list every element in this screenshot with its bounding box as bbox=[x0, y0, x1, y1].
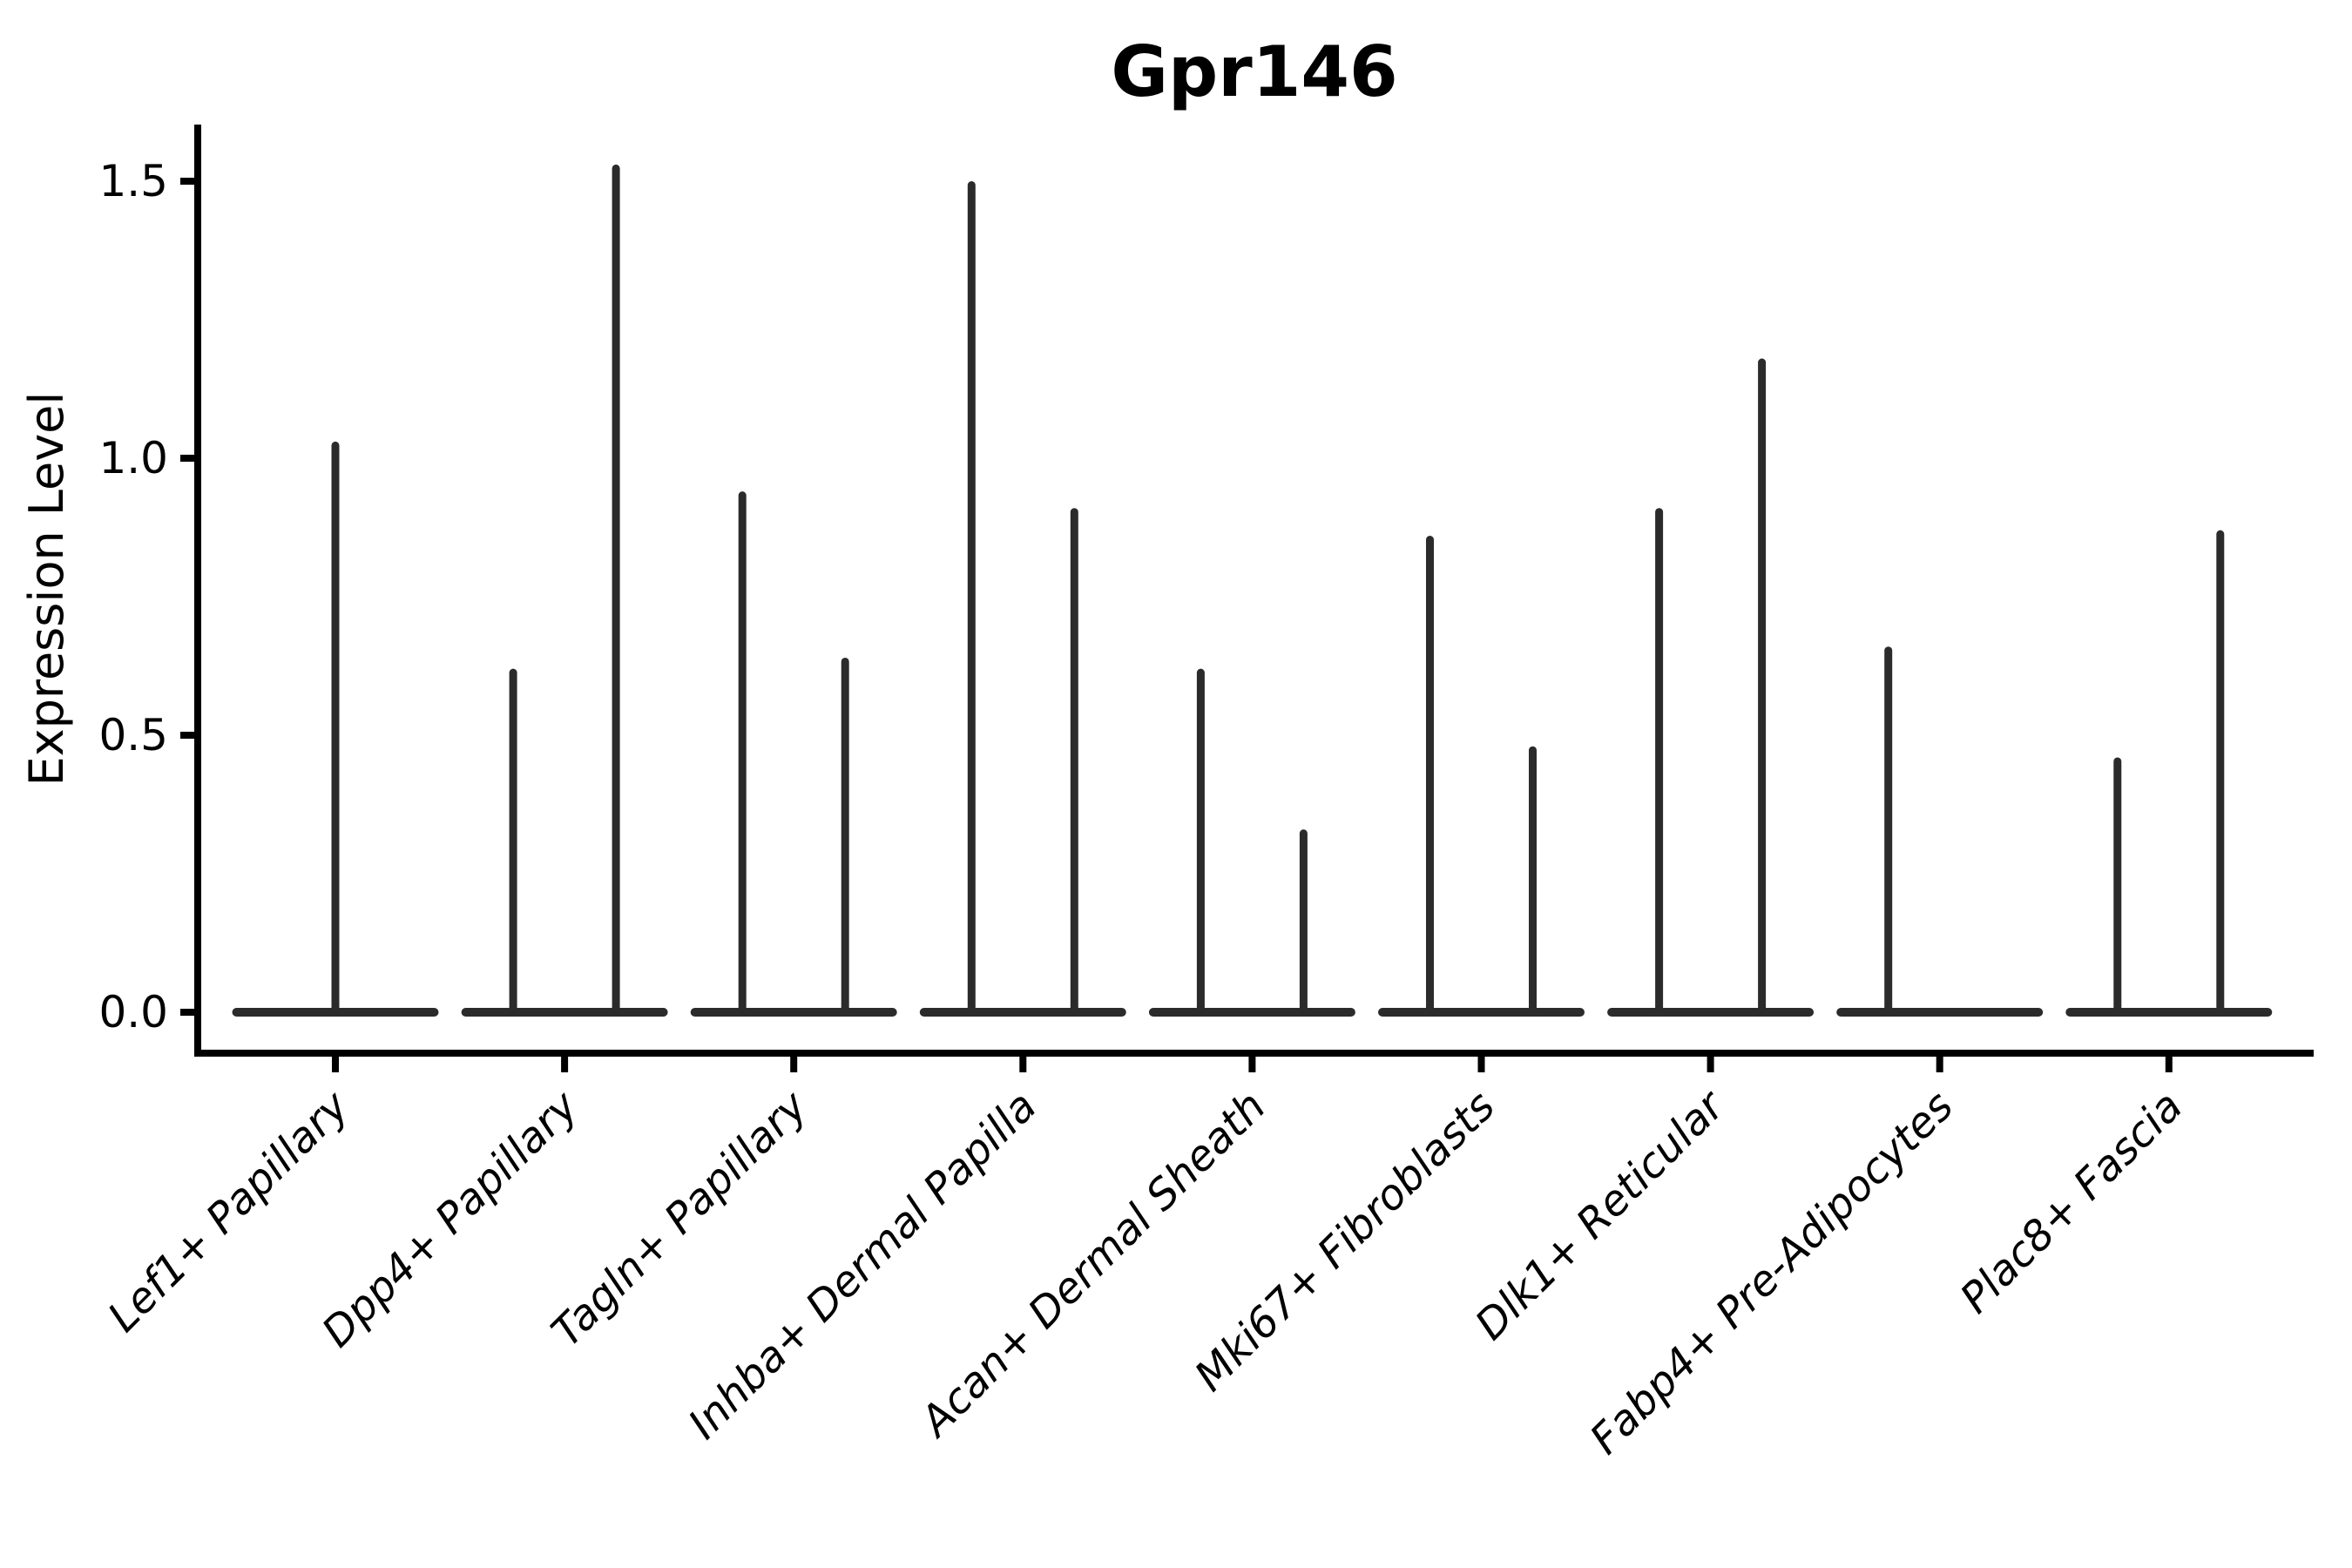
violin-spike bbox=[1196, 668, 1205, 1012]
y-tick-mark bbox=[180, 1009, 194, 1016]
x-tick-mark bbox=[561, 1057, 569, 1072]
x-tick-mark bbox=[790, 1057, 798, 1072]
violin-spike bbox=[2216, 530, 2225, 1012]
violin-base bbox=[919, 1008, 1126, 1017]
violin-spike bbox=[509, 668, 517, 1012]
x-tick-label: Dpp4+ Papillary bbox=[313, 1081, 588, 1356]
x-tick-mark bbox=[1936, 1057, 1943, 1072]
violin-base bbox=[1607, 1008, 1815, 1017]
x-tick-label: Dlk1+ Reticular bbox=[1466, 1080, 1736, 1350]
violin-spike bbox=[1655, 508, 1664, 1012]
violins-layer bbox=[232, 164, 2273, 1017]
violin-base bbox=[461, 1008, 668, 1017]
x-tick-label: Tagln+ Papillary bbox=[542, 1081, 817, 1356]
x-tick-label: Plac8+ Fascia bbox=[1951, 1082, 2193, 1323]
violin-base bbox=[1148, 1008, 1355, 1017]
violin-spike bbox=[1884, 646, 1893, 1012]
violin-spike bbox=[331, 441, 340, 1012]
violin-spike bbox=[1758, 358, 1767, 1012]
violin-spike bbox=[1299, 829, 1308, 1012]
x-tick-mark bbox=[1248, 1057, 1256, 1072]
x-tick-mark bbox=[1019, 1057, 1027, 1072]
y-tick-label: 0.5 bbox=[98, 710, 168, 760]
x-axis-spine bbox=[194, 1050, 2314, 1057]
violin-base bbox=[1378, 1008, 1585, 1017]
y-tick-mark bbox=[180, 178, 194, 185]
violin-base bbox=[2065, 1008, 2273, 1017]
y-tick-label: 1.5 bbox=[98, 156, 168, 206]
y-tick-label: 0.0 bbox=[98, 987, 168, 1037]
x-tick-mark bbox=[2165, 1057, 2173, 1072]
x-tick-label: Fabp4+ Pre-Adipocytes bbox=[1581, 1082, 1963, 1464]
violin-spike bbox=[612, 164, 620, 1013]
x-tick-label: Lef1+ Papillary bbox=[98, 1081, 359, 1342]
violin-spike bbox=[1426, 536, 1434, 1012]
violin-spike bbox=[2113, 757, 2122, 1012]
y-axis-spine bbox=[194, 125, 201, 1057]
y-tick-label: 1.0 bbox=[98, 433, 168, 483]
x-tick-mark bbox=[332, 1057, 339, 1072]
y-axis-label: Expression Level bbox=[19, 392, 74, 787]
violin-base bbox=[1836, 1008, 2044, 1017]
y-tick-mark bbox=[180, 732, 194, 739]
axes-layer bbox=[180, 125, 2314, 1072]
chart-title: Gpr146 bbox=[1111, 31, 1397, 112]
x-tick-mark bbox=[1477, 1057, 1485, 1072]
y-tick-mark bbox=[180, 455, 194, 462]
violin-spike bbox=[1529, 746, 1537, 1012]
violin-spike bbox=[738, 491, 747, 1012]
violin-spike bbox=[967, 181, 976, 1012]
violin-spike bbox=[1070, 508, 1078, 1012]
violin-spike bbox=[841, 657, 849, 1012]
x-tick-mark bbox=[1707, 1057, 1714, 1072]
violin-base bbox=[690, 1008, 897, 1017]
